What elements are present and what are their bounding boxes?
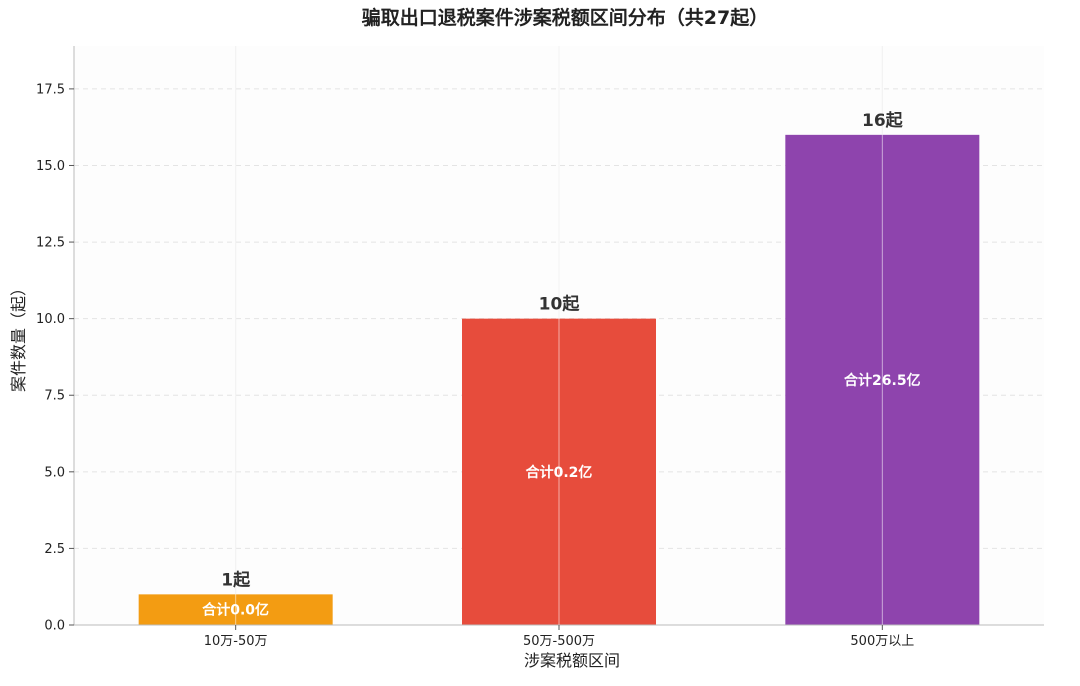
bar-count-label: 10起 <box>539 294 581 315</box>
bar-total-label: 合计0.0亿 <box>202 602 269 619</box>
bar-total-label: 合计26.5亿 <box>844 372 921 389</box>
x-axis-label: 涉案税额区间 <box>524 651 620 670</box>
x-tick-label: 500万以上 <box>850 634 914 649</box>
tick-layer: 0.0 2.5 5.0 7.5 10.0 12.5 15.0 17.5 10万-50万 50万-5… <box>36 82 914 649</box>
chart-title: 骗取出口退税案件涉案税额区间分布（共27起） <box>362 6 768 29</box>
bar-total-label: 合计0.2亿 <box>526 464 593 481</box>
y-tick-label: 7.5 <box>44 389 65 404</box>
y-tick-label: 10.0 <box>36 312 65 327</box>
y-tick-label: 0.0 <box>44 619 65 634</box>
x-tick-label: 50万-500万 <box>523 634 595 649</box>
y-tick-label: 5.0 <box>44 465 65 480</box>
x-tick-label: 10万-50万 <box>204 634 268 649</box>
bar-count-label: 16起 <box>862 110 904 131</box>
y-axis-label: 案件数量（起） <box>9 280 28 392</box>
y-tick-label: 2.5 <box>44 542 65 557</box>
y-tick-label: 12.5 <box>36 236 65 251</box>
y-tick-label: 17.5 <box>36 82 65 97</box>
y-tick-label: 15.0 <box>36 159 65 174</box>
bar-count-label: 1起 <box>221 569 251 590</box>
